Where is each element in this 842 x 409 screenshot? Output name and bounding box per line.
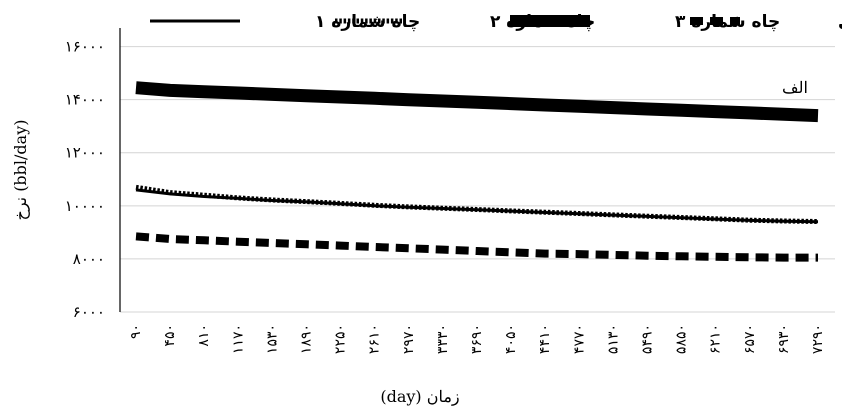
- x-tick-label: ۶۲۱۰: [708, 324, 724, 354]
- legend-label-4: چاه تزریقی: [838, 12, 842, 32]
- x-tick-label: ۴۰۵۰: [503, 324, 519, 354]
- y-tick-label: ۱۲۰۰۰: [65, 144, 105, 162]
- x-axis-label: زمان (day): [380, 387, 459, 406]
- y-tick-label: ۸۰۰۰: [73, 250, 105, 268]
- legend-label-1: چاه شماره ۱: [315, 12, 420, 32]
- x-tick-label: ۶۵۷۰: [742, 324, 758, 354]
- y-tick-label: ۶۰۰۰: [73, 303, 105, 321]
- series-layer: [135, 81, 819, 262]
- x-tick-label: ۴۴۱۰: [537, 324, 553, 354]
- x-tick-label: ۱۱۷۰: [230, 324, 246, 354]
- x-tick-label: ۷۲۹۰: [810, 324, 826, 354]
- x-tick-label: ۲۶۱۰: [367, 324, 383, 354]
- series-line-4: [135, 232, 818, 262]
- y-tick-label: ۱۶۰۰۰: [65, 38, 105, 56]
- x-tick-label: ۳۶۹۰: [469, 324, 485, 354]
- annotation-label: الف: [782, 78, 808, 97]
- y-tick-labels: ۶۰۰۰ ۸۰۰۰ ۱۰۰۰۰ ۱۲۰۰۰ ۱۴۰۰۰ ۱۶۰۰۰: [65, 38, 105, 321]
- x-tick-label: ۵۱۳۰: [605, 324, 621, 354]
- x-tick-label: ۱۸۹۰: [299, 324, 315, 354]
- x-tick-label: ۶۹۳۰: [776, 324, 792, 354]
- x-tick-label: ۴۷۷۰: [571, 324, 587, 354]
- x-tick-label: ۹۰: [128, 324, 144, 339]
- x-tick-label: ۸۱۰: [196, 324, 212, 347]
- y-tick-label: ۱۰۰۰۰: [65, 197, 105, 215]
- x-tick-label: ۳۳۳۰: [435, 324, 451, 354]
- x-tick-label: ۲۹۷۰: [401, 324, 417, 354]
- x-tick-label: ۱۵۳۰: [264, 324, 280, 354]
- x-tick-label: ۲۲۵۰: [333, 324, 349, 354]
- x-tick-label: ۴۵۰: [162, 324, 178, 347]
- series-line-2: [135, 184, 819, 224]
- x-tick-label: ۵۸۵۰: [674, 324, 690, 354]
- x-tick-labels: ۹۰ ۴۵۰ ۸۱۰ ۱۱۷۰ ۱۵۳۰ ۱۸۹۰ ۲۲۵۰ ۲۶۱۰ ۲۹۷۰ ۳۳۳۰ ۳۶۹۰…: [128, 324, 826, 354]
- y-tick-label: ۱۴۰۰۰: [65, 91, 105, 109]
- series-line-3: [135, 81, 819, 123]
- x-tick-label: ۵۴۹۰: [640, 324, 656, 354]
- y-axis-label: نرخ (bbl/day): [11, 120, 30, 221]
